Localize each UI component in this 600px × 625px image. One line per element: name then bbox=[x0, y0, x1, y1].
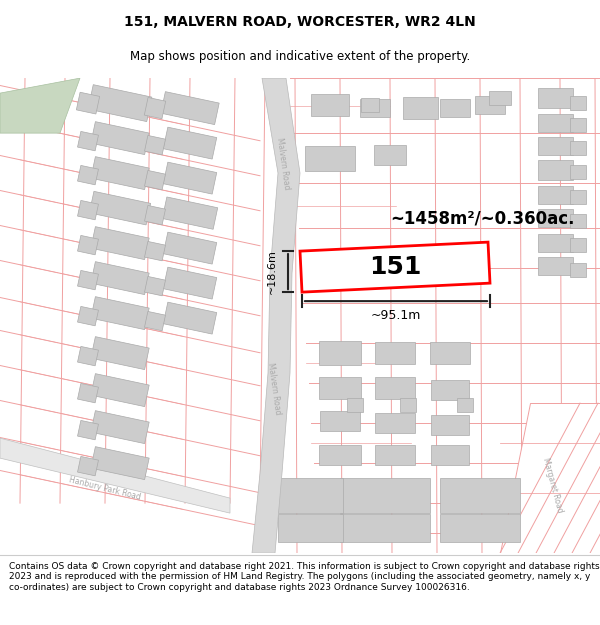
Bar bbox=[77, 236, 98, 255]
Bar bbox=[375, 445, 415, 465]
Text: ~95.1m: ~95.1m bbox=[371, 309, 421, 322]
Bar bbox=[77, 346, 98, 366]
Bar bbox=[163, 162, 217, 194]
Bar bbox=[311, 94, 349, 116]
Bar bbox=[570, 263, 586, 277]
Bar bbox=[77, 306, 98, 326]
Bar bbox=[77, 201, 98, 220]
Bar bbox=[91, 411, 149, 444]
Bar bbox=[375, 377, 415, 399]
Text: ~18.6m: ~18.6m bbox=[267, 249, 277, 294]
Bar bbox=[570, 96, 586, 110]
Bar bbox=[77, 383, 98, 403]
Bar bbox=[277, 514, 343, 542]
Bar bbox=[340, 478, 430, 512]
Bar bbox=[538, 137, 572, 155]
Bar bbox=[570, 190, 586, 204]
Bar bbox=[538, 160, 572, 180]
Bar bbox=[570, 165, 586, 179]
Bar bbox=[431, 415, 469, 435]
Bar bbox=[440, 514, 520, 542]
Bar bbox=[89, 191, 151, 225]
Bar bbox=[91, 374, 149, 407]
Bar bbox=[91, 447, 149, 479]
Bar bbox=[361, 98, 379, 112]
Bar bbox=[431, 445, 469, 465]
Bar bbox=[538, 88, 572, 108]
Bar bbox=[91, 337, 149, 369]
Bar bbox=[91, 262, 149, 294]
Bar bbox=[374, 145, 406, 165]
Bar bbox=[475, 96, 505, 114]
Bar bbox=[457, 398, 473, 412]
Bar bbox=[538, 234, 572, 252]
Bar bbox=[319, 341, 361, 365]
Bar bbox=[538, 209, 572, 227]
Bar bbox=[145, 311, 166, 331]
Bar bbox=[570, 118, 586, 132]
Bar bbox=[440, 478, 520, 512]
Bar bbox=[403, 97, 437, 119]
Bar bbox=[145, 171, 166, 190]
Bar bbox=[77, 131, 98, 151]
Polygon shape bbox=[300, 242, 490, 292]
Text: ~1458m²/~0.360ac.: ~1458m²/~0.360ac. bbox=[390, 209, 575, 227]
Bar bbox=[489, 91, 511, 105]
Bar bbox=[570, 141, 586, 155]
Bar bbox=[340, 514, 430, 542]
Bar bbox=[163, 232, 217, 264]
Bar bbox=[77, 421, 98, 440]
Bar bbox=[145, 206, 166, 225]
Text: 151: 151 bbox=[369, 255, 421, 279]
Bar bbox=[163, 302, 217, 334]
Bar bbox=[375, 342, 415, 364]
Bar bbox=[305, 146, 355, 171]
Bar bbox=[538, 257, 572, 275]
Bar bbox=[320, 411, 360, 431]
Bar bbox=[440, 99, 470, 117]
Polygon shape bbox=[500, 403, 600, 553]
Text: Malvern Road: Malvern Road bbox=[266, 362, 282, 414]
Bar bbox=[347, 398, 363, 412]
Text: 151, MALVERN ROAD, WORCESTER, WR2 4LN: 151, MALVERN ROAD, WORCESTER, WR2 4LN bbox=[124, 15, 476, 29]
Polygon shape bbox=[0, 438, 230, 513]
Bar bbox=[430, 342, 470, 364]
Bar bbox=[570, 238, 586, 252]
Bar bbox=[77, 166, 98, 185]
Bar bbox=[77, 271, 98, 290]
Bar bbox=[145, 136, 166, 155]
Bar bbox=[145, 241, 166, 261]
Polygon shape bbox=[0, 78, 80, 133]
Bar bbox=[91, 157, 149, 189]
Bar bbox=[538, 186, 572, 204]
Text: Contains OS data © Crown copyright and database right 2021. This information is : Contains OS data © Crown copyright and d… bbox=[9, 562, 599, 591]
Bar bbox=[91, 122, 149, 154]
Text: Malvern Road: Malvern Road bbox=[275, 137, 291, 189]
Text: Map shows position and indicative extent of the property.: Map shows position and indicative extent… bbox=[130, 50, 470, 62]
Bar bbox=[162, 197, 218, 229]
Bar bbox=[319, 445, 361, 465]
Bar bbox=[161, 92, 219, 124]
Polygon shape bbox=[252, 78, 300, 553]
Bar bbox=[145, 98, 166, 119]
Bar bbox=[145, 276, 166, 296]
Bar bbox=[375, 413, 415, 433]
Text: Hanbury Park Road: Hanbury Park Road bbox=[68, 475, 142, 501]
Bar bbox=[360, 99, 390, 117]
Bar bbox=[163, 267, 217, 299]
Bar bbox=[400, 398, 416, 412]
Bar bbox=[76, 92, 100, 114]
Bar bbox=[91, 297, 149, 329]
Bar bbox=[163, 127, 217, 159]
Bar bbox=[431, 380, 469, 400]
Bar bbox=[319, 377, 361, 399]
Bar bbox=[77, 456, 98, 476]
Bar bbox=[538, 114, 572, 132]
Bar bbox=[277, 478, 343, 512]
Bar bbox=[91, 227, 149, 259]
Bar bbox=[570, 214, 586, 228]
Text: Margaret Road: Margaret Road bbox=[541, 457, 565, 514]
Bar bbox=[88, 84, 152, 122]
